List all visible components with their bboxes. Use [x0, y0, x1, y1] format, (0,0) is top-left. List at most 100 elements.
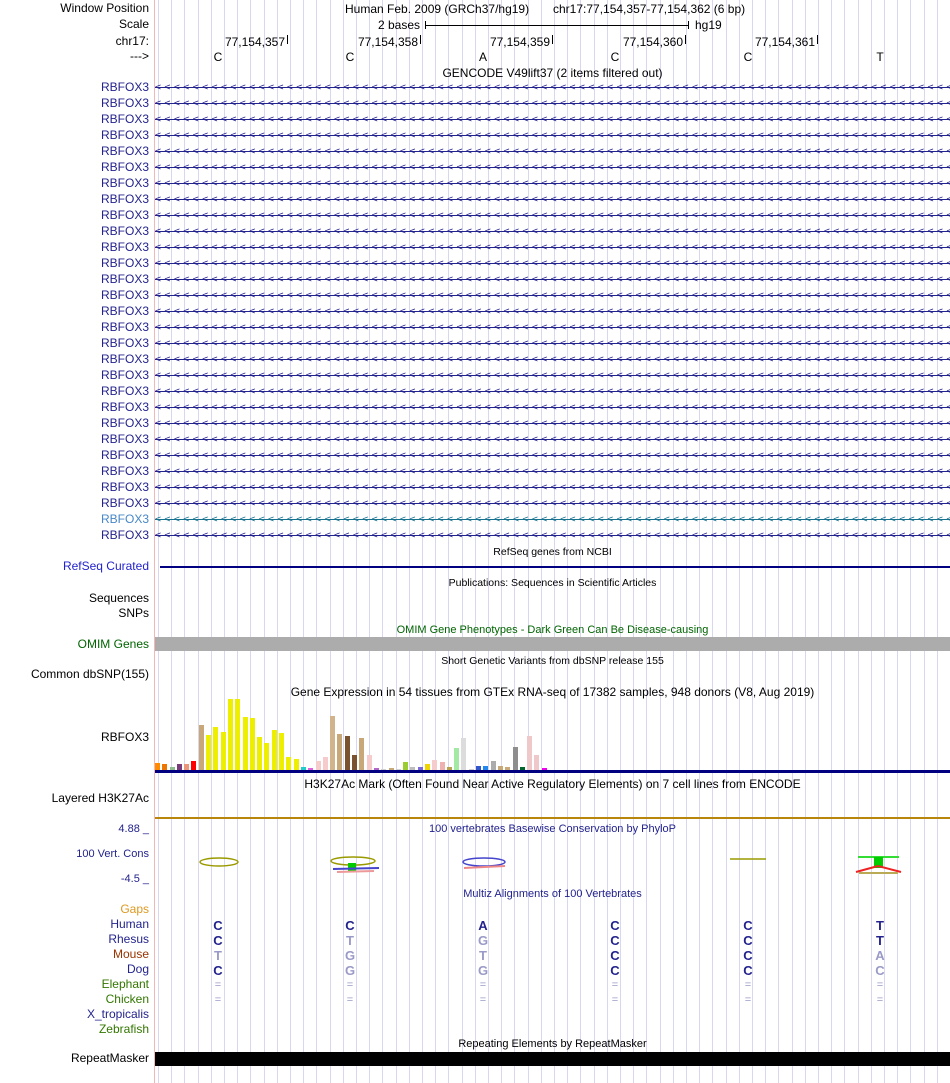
gtex-tissue-bar[interactable]: [403, 762, 409, 770]
gtex-tissue-bar[interactable]: [446, 767, 452, 770]
gene-row-label[interactable]: RBFOX3: [100, 464, 149, 478]
gene-row-label[interactable]: RBFOX3: [100, 320, 149, 334]
gene-transcript-row[interactable]: <<<<<<<<<<<<<<<<<<<<<<<<<<<<<<<<<<<<<<<<…: [155, 464, 950, 480]
multiz-species-label[interactable]: Mouse: [112, 947, 149, 961]
gtex-tissue-bar[interactable]: [169, 767, 175, 770]
gtex-tissue-bar[interactable]: [395, 769, 401, 770]
multiz-species-label[interactable]: Human: [110, 917, 149, 931]
gtex-tissue-bar[interactable]: [468, 769, 474, 770]
gene-transcript-row[interactable]: <<<<<<<<<<<<<<<<<<<<<<<<<<<<<<<<<<<<<<<<…: [155, 368, 950, 384]
gtex-tissue-bar[interactable]: [227, 699, 233, 770]
gtex-tissue-bar[interactable]: [461, 738, 467, 770]
gtex-tissue-bar[interactable]: [155, 763, 160, 770]
gene-transcript-row[interactable]: <<<<<<<<<<<<<<<<<<<<<<<<<<<<<<<<<<<<<<<<…: [155, 512, 950, 528]
gtex-tissue-bar[interactable]: [249, 718, 255, 770]
gtex-tissue-bar[interactable]: [213, 727, 219, 770]
strand-arrow-label[interactable]: --->: [130, 49, 149, 63]
gene-row-label[interactable]: RBFOX3: [100, 80, 149, 94]
gene-row-label[interactable]: RBFOX3: [100, 512, 149, 526]
gene-row-label[interactable]: RBFOX3: [100, 240, 149, 254]
gtex-tissue-bar[interactable]: [417, 767, 423, 770]
gene-row-label[interactable]: RBFOX3: [100, 384, 149, 398]
gtex-tissue-bar[interactable]: [337, 734, 343, 770]
gtex-tissue-bar[interactable]: [527, 736, 533, 770]
gtex-tissue-bar[interactable]: [300, 767, 306, 770]
gene-transcript-row[interactable]: <<<<<<<<<<<<<<<<<<<<<<<<<<<<<<<<<<<<<<<<…: [155, 480, 950, 496]
publications-sequences-label[interactable]: Sequences: [88, 591, 149, 605]
gene-transcript-row[interactable]: <<<<<<<<<<<<<<<<<<<<<<<<<<<<<<<<<<<<<<<<…: [155, 320, 950, 336]
gtex-tissue-bar[interactable]: [330, 716, 336, 770]
gene-row-label[interactable]: RBFOX3: [100, 160, 149, 174]
gtex-tissue-bar[interactable]: [534, 755, 540, 770]
gene-row-label[interactable]: RBFOX3: [100, 288, 149, 302]
gene-row-label[interactable]: RBFOX3: [100, 480, 149, 494]
gtex-tissue-bar[interactable]: [373, 768, 379, 770]
gtex-tissue-bar[interactable]: [293, 759, 299, 770]
multiz-species-label[interactable]: Zebrafish: [98, 1022, 149, 1036]
gtex-tissue-bar[interactable]: [352, 755, 358, 770]
gene-transcript-row[interactable]: <<<<<<<<<<<<<<<<<<<<<<<<<<<<<<<<<<<<<<<<…: [155, 96, 950, 112]
repeatmasker-label[interactable]: RepeatMasker: [70, 1051, 149, 1065]
gtex-tissue-bar[interactable]: [344, 736, 350, 770]
gene-transcript-row[interactable]: <<<<<<<<<<<<<<<<<<<<<<<<<<<<<<<<<<<<<<<<…: [155, 416, 950, 432]
gtex-tissue-bar[interactable]: [519, 767, 525, 770]
gtex-tissue-bar[interactable]: [490, 761, 496, 770]
gene-transcript-row[interactable]: <<<<<<<<<<<<<<<<<<<<<<<<<<<<<<<<<<<<<<<<…: [155, 208, 950, 224]
gene-transcript-row[interactable]: <<<<<<<<<<<<<<<<<<<<<<<<<<<<<<<<<<<<<<<<…: [155, 496, 950, 512]
gene-row-label[interactable]: RBFOX3: [100, 96, 149, 110]
gtex-tissue-bar[interactable]: [424, 764, 430, 770]
dbsnp-label[interactable]: Common dbSNP(155): [30, 667, 149, 681]
gtex-tissue-bar[interactable]: [206, 735, 212, 770]
gene-transcript-row[interactable]: <<<<<<<<<<<<<<<<<<<<<<<<<<<<<<<<<<<<<<<<…: [155, 448, 950, 464]
gtex-tissue-bar[interactable]: [184, 764, 190, 770]
gtex-tissue-bar[interactable]: [242, 717, 248, 770]
gene-transcript-row[interactable]: <<<<<<<<<<<<<<<<<<<<<<<<<<<<<<<<<<<<<<<<…: [155, 304, 950, 320]
gene-transcript-row[interactable]: <<<<<<<<<<<<<<<<<<<<<<<<<<<<<<<<<<<<<<<<…: [155, 112, 950, 128]
repeatmasker-bar[interactable]: [155, 1052, 950, 1066]
gtex-tissue-bar[interactable]: [359, 738, 365, 770]
gene-row-label[interactable]: RBFOX3: [100, 400, 149, 414]
gtex-tissue-bar[interactable]: [410, 767, 416, 770]
gtex-tissue-bar[interactable]: [235, 699, 241, 770]
gene-transcript-row[interactable]: <<<<<<<<<<<<<<<<<<<<<<<<<<<<<<<<<<<<<<<<…: [155, 224, 950, 240]
gtex-tissue-bar[interactable]: [432, 760, 438, 770]
gtex-tissue-bar[interactable]: [439, 762, 445, 770]
multiz-species-label[interactable]: Rhesus: [108, 932, 149, 946]
gene-row-label[interactable]: RBFOX3: [100, 192, 149, 206]
gene-transcript-row[interactable]: <<<<<<<<<<<<<<<<<<<<<<<<<<<<<<<<<<<<<<<<…: [155, 256, 950, 272]
gene-row-label[interactable]: RBFOX3: [100, 304, 149, 318]
gene-transcript-row[interactable]: <<<<<<<<<<<<<<<<<<<<<<<<<<<<<<<<<<<<<<<<…: [155, 192, 950, 208]
gene-transcript-row[interactable]: <<<<<<<<<<<<<<<<<<<<<<<<<<<<<<<<<<<<<<<<…: [155, 400, 950, 416]
multiz-species-label[interactable]: Elephant: [101, 977, 149, 991]
gene-transcript-row[interactable]: <<<<<<<<<<<<<<<<<<<<<<<<<<<<<<<<<<<<<<<<…: [155, 272, 950, 288]
gtex-tissue-bar[interactable]: [366, 755, 372, 770]
omim-genes-label[interactable]: OMIM Genes: [77, 637, 149, 651]
gtex-tissue-bar[interactable]: [257, 737, 263, 770]
gtex-tissue-bar[interactable]: [381, 769, 387, 770]
gene-row-label[interactable]: RBFOX3: [100, 336, 149, 350]
gene-row-label[interactable]: RBFOX3: [100, 272, 149, 286]
gene-transcript-row[interactable]: <<<<<<<<<<<<<<<<<<<<<<<<<<<<<<<<<<<<<<<<…: [155, 176, 950, 192]
multiz-species-label[interactable]: X_tropicalis: [86, 1007, 149, 1021]
gene-transcript-row[interactable]: <<<<<<<<<<<<<<<<<<<<<<<<<<<<<<<<<<<<<<<<…: [155, 240, 950, 256]
gtex-tissue-bar[interactable]: [286, 757, 292, 770]
gtex-tissue-bar[interactable]: [476, 766, 482, 770]
gtex-tissue-bar[interactable]: [541, 768, 547, 770]
gtex-tissue-bar[interactable]: [315, 761, 321, 770]
gene-transcript-row[interactable]: <<<<<<<<<<<<<<<<<<<<<<<<<<<<<<<<<<<<<<<<…: [155, 128, 950, 144]
gene-transcript-row[interactable]: <<<<<<<<<<<<<<<<<<<<<<<<<<<<<<<<<<<<<<<<…: [155, 528, 950, 544]
gene-row-label[interactable]: RBFOX3: [100, 528, 149, 542]
publications-snps-label[interactable]: SNPs: [118, 606, 149, 620]
gtex-tissue-bar[interactable]: [176, 764, 182, 770]
gene-row-label[interactable]: RBFOX3: [100, 144, 149, 158]
gene-row-label[interactable]: RBFOX3: [100, 128, 149, 142]
gene-row-label[interactable]: RBFOX3: [100, 448, 149, 462]
gtex-tissue-bar[interactable]: [271, 730, 277, 770]
gene-row-label[interactable]: RBFOX3: [100, 368, 149, 382]
gtex-tissue-bar[interactable]: [279, 733, 285, 770]
multiz-species-label[interactable]: Chicken: [105, 992, 149, 1006]
refseq-curated-label[interactable]: RefSeq Curated: [62, 559, 149, 573]
gtex-expression-bar-chart[interactable]: [155, 698, 549, 770]
gtex-tissue-bar[interactable]: [388, 768, 394, 770]
multiz-species-label[interactable]: Gaps: [120, 902, 149, 916]
